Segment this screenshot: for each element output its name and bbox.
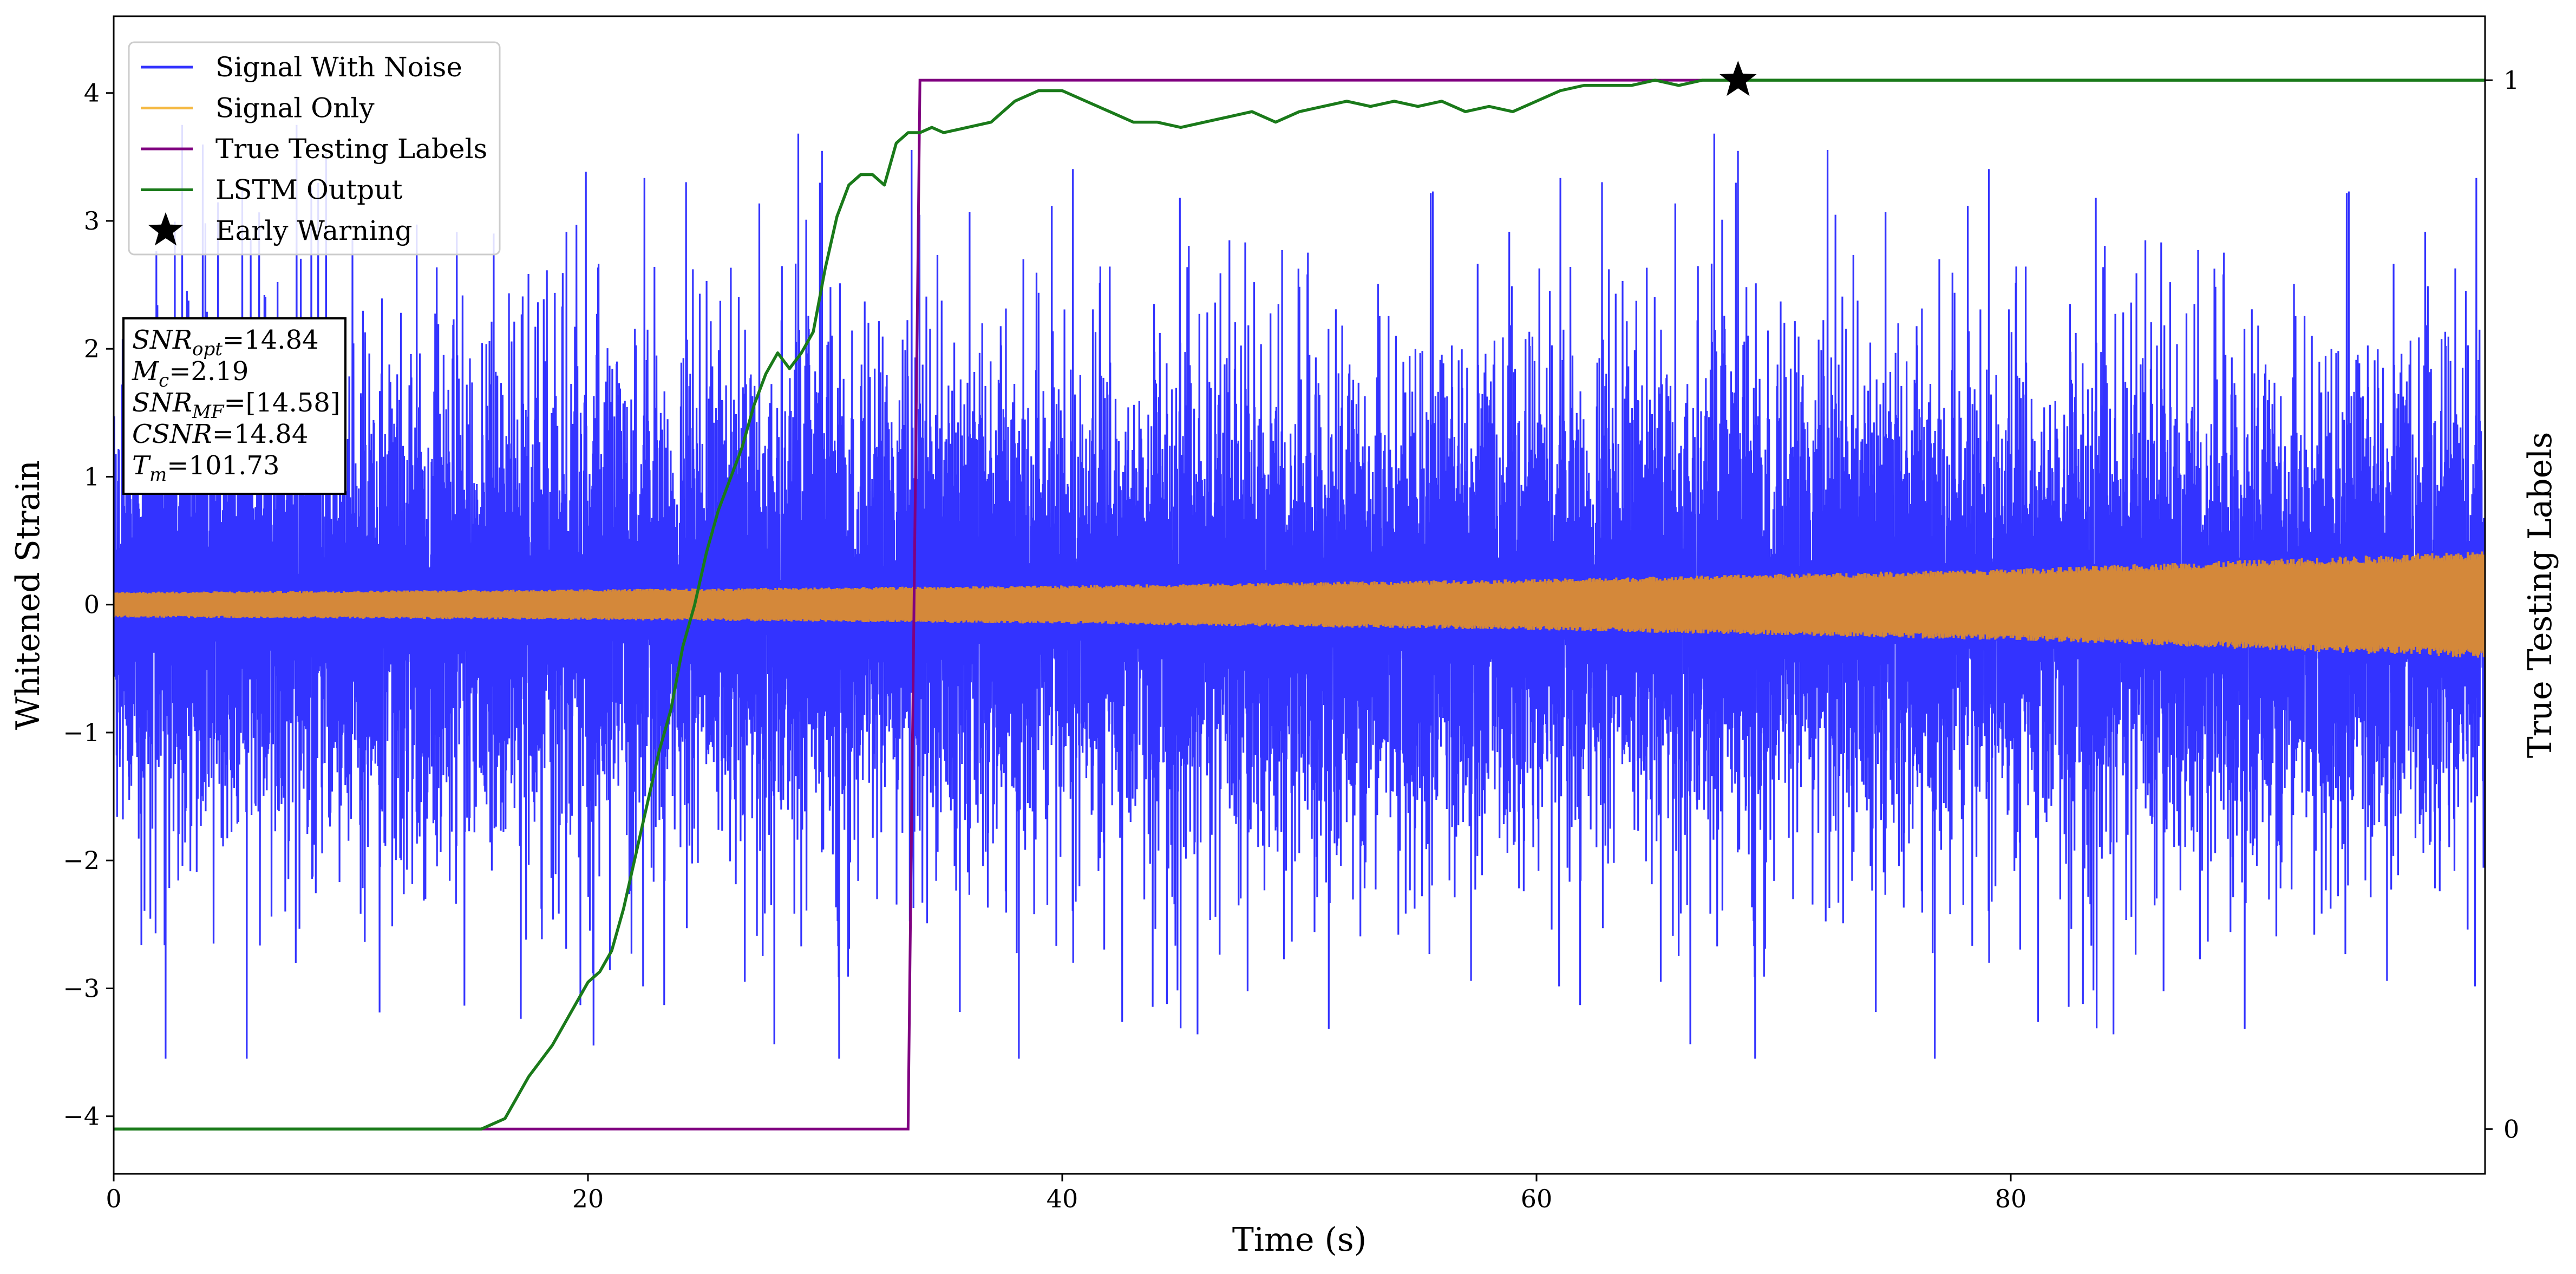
y-tick-label: 1: [84, 462, 100, 491]
series-layer: [114, 79, 2485, 1131]
info-line-4: Tm=101.73: [132, 450, 279, 486]
info-subscript: m: [149, 464, 167, 486]
legend-label: Early Warning: [215, 215, 413, 246]
y-tick-label: −2: [63, 846, 100, 875]
series-true-testing-labels: [114, 79, 1738, 1131]
series-lstm-output: [114, 79, 2485, 1131]
x-tick-label: 80: [1995, 1184, 2027, 1213]
legend-label: LSTM Output: [215, 174, 402, 206]
info-line-2: SNRMF=[14.58]: [132, 388, 341, 423]
y-tick-label: −3: [63, 974, 100, 1003]
info-symbol: CSNR: [132, 419, 212, 449]
info-box-frame: [122, 317, 346, 495]
info-symbol: SNR: [132, 325, 192, 355]
y-tick-label: 2: [84, 334, 100, 363]
info-line-1: Mc=2.19: [132, 356, 249, 391]
legend-box: [128, 41, 501, 256]
early-warning-star-icon: [1719, 61, 1757, 96]
info-symbol: M: [132, 356, 160, 387]
x-tick-label: 0: [106, 1184, 121, 1213]
info-value: =2.19: [169, 356, 249, 387]
right-y-tick-label: 0: [2503, 1114, 2519, 1144]
legend-label: Signal Only: [215, 93, 375, 124]
x-tick-label: 60: [1521, 1184, 1553, 1213]
info-value: =14.84: [223, 325, 319, 355]
info-line-0: SNRopt=14.84: [132, 325, 319, 360]
info-line-3: CSNR=14.84: [132, 419, 308, 449]
right-y-tick-label: 1: [2503, 66, 2519, 95]
legend-star-icon: [148, 212, 184, 246]
y-axis-title: Whitened Strain: [9, 460, 47, 730]
info-symbol: SNR: [132, 388, 192, 418]
legend-label: Signal With Noise: [215, 51, 462, 83]
y-tick-label: −4: [63, 1102, 100, 1131]
x-axis-title: Time (s): [1232, 1221, 1367, 1259]
series-signal-with-noise: [114, 125, 2485, 1059]
info-value: =14.84: [212, 419, 309, 449]
plot-frame: [113, 15, 2486, 1175]
info-value: =[14.58]: [224, 388, 340, 418]
info-subscript: MF: [192, 401, 225, 423]
y-tick-label: 4: [84, 79, 100, 108]
legend: Signal With Noise Signal Only True Testing…: [128, 41, 501, 256]
y-tick-label: −1: [63, 718, 100, 747]
x-tick-label: 40: [1047, 1184, 1078, 1213]
y-tick-label: 0: [84, 590, 100, 619]
info-box: SNRopt=14.84Mc=2.19SNRMF=[14.58]CSNR=14.…: [122, 317, 346, 495]
legend-label: True Testing Labels: [215, 133, 487, 165]
info-subscript: c: [159, 370, 169, 391]
x-tick-label: 20: [572, 1184, 604, 1213]
right-y-axis-title: True Testing Labels: [2521, 432, 2559, 759]
info-value: =101.73: [167, 450, 279, 481]
info-subscript: opt: [192, 338, 223, 360]
y-tick-label: 3: [84, 206, 100, 236]
series-signal-only: [114, 551, 2485, 658]
info-symbol: T: [132, 450, 151, 481]
